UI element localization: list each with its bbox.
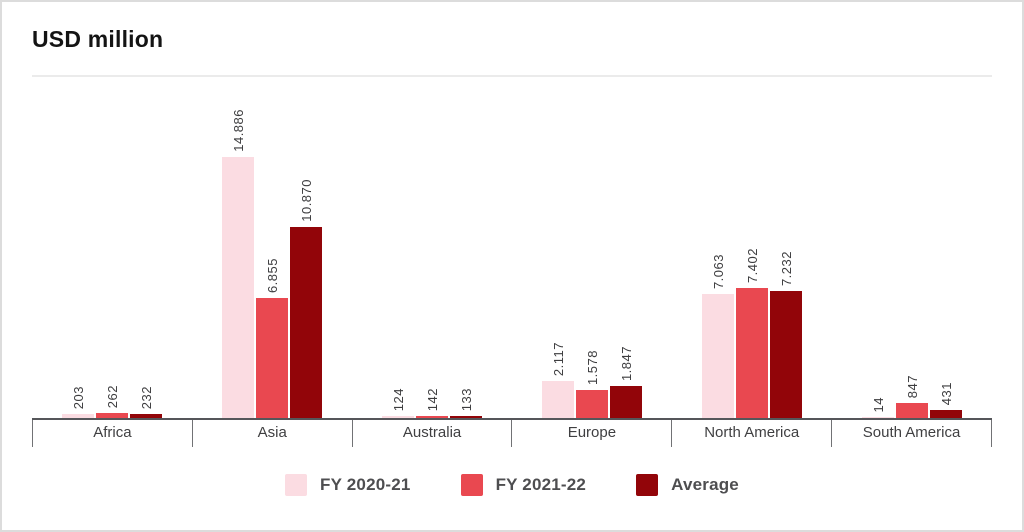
- legend-swatch: [636, 474, 659, 496]
- category-group: 124 142 133: [352, 77, 512, 418]
- legend: FY 2020-21 FY 2021-22 Average: [2, 474, 1022, 496]
- bar: [896, 403, 928, 418]
- bar: [290, 227, 322, 418]
- legend-item: FY 2021-22: [460, 474, 587, 496]
- value-label: 847: [904, 374, 920, 398]
- bar-group: 7.232: [770, 251, 802, 418]
- legend-label: FY 2020-21: [320, 475, 411, 494]
- bar: [702, 294, 734, 418]
- bar-group: 7.063: [702, 254, 734, 418]
- bar: [542, 381, 574, 418]
- value-label: 14.886: [230, 109, 246, 152]
- bar-group: 7.402: [736, 248, 768, 418]
- bar-group: 203: [62, 386, 94, 418]
- bar-group: 1.847: [610, 346, 642, 418]
- value-label: 7.063: [710, 253, 726, 289]
- legend-item: Average: [636, 474, 739, 496]
- value-label: 10.870: [298, 179, 314, 222]
- value-label: 7.232: [778, 250, 794, 286]
- bar-group: 142: [416, 388, 448, 418]
- category-group: 7.063 7.402 7.232: [672, 77, 832, 418]
- category-label: Australia: [351, 420, 512, 447]
- bar-group: 1.578: [576, 350, 608, 418]
- legend-label: FY 2021-22: [495, 475, 587, 494]
- value-label: 133: [458, 387, 474, 411]
- bar-group: 14.886: [222, 109, 254, 418]
- category-group: 14.886 6.855 10.870: [192, 77, 352, 418]
- bar-chart: 203 262 232 14.886 6.855 10.870 124 142 133 2.117…: [32, 77, 992, 447]
- legend-item: FY 2020-21: [285, 474, 411, 496]
- bar-group: 847: [896, 375, 928, 418]
- bar: [450, 416, 482, 418]
- bar: [382, 416, 414, 418]
- value-label: 232: [138, 385, 154, 409]
- value-label: 7.402: [744, 247, 760, 283]
- category-label: South America: [831, 420, 992, 447]
- value-label: 203: [70, 385, 86, 409]
- bar-group: 431: [930, 382, 962, 418]
- category-group: 2.117 1.578 1.847: [512, 77, 672, 418]
- legend-label: Average: [671, 475, 739, 494]
- legend-swatch: [285, 474, 308, 496]
- bar: [256, 298, 288, 418]
- category-axis: Africa Asia Australia Europe North America So…: [32, 418, 992, 447]
- bar: [736, 288, 768, 418]
- category-label: Africa: [32, 420, 192, 447]
- bar-group: 10.870: [290, 179, 322, 418]
- value-label: 1.578: [584, 349, 600, 385]
- bar-group: 124: [382, 388, 414, 418]
- bar-group: 6.855: [256, 258, 288, 418]
- category-label: North America: [671, 420, 831, 447]
- category-label: Europe: [511, 420, 671, 447]
- value-label: 6.855: [264, 257, 280, 293]
- bar: [62, 414, 94, 418]
- value-label: 14: [870, 396, 886, 412]
- bar-group: 232: [130, 386, 162, 418]
- bar: [610, 386, 642, 418]
- value-label: 142: [424, 387, 440, 411]
- bar-group: 2.117: [542, 342, 574, 418]
- category-group: 14 847 431: [832, 77, 992, 418]
- title-divider: [32, 75, 992, 77]
- value-label: 431: [938, 381, 954, 405]
- value-label: 262: [104, 384, 120, 408]
- plot-area: 203 262 232 14.886 6.855 10.870 124 142 133 2.117…: [32, 77, 992, 418]
- legend-swatch: [460, 474, 483, 496]
- category-label: Asia: [191, 420, 352, 447]
- bar: [416, 416, 448, 418]
- bar: [930, 410, 962, 418]
- chart-title: USD million: [32, 26, 164, 52]
- category-group: 203 262 232: [32, 77, 192, 418]
- bar: [222, 157, 254, 418]
- value-label: 124: [390, 387, 406, 411]
- bar-group: 133: [450, 388, 482, 418]
- bar-group: 262: [96, 385, 128, 418]
- value-label: 1.847: [618, 345, 634, 381]
- value-label: 2.117: [550, 341, 566, 376]
- bar: [96, 413, 128, 418]
- bar: [576, 390, 608, 418]
- bar: [130, 414, 162, 418]
- bar-group: 14: [862, 397, 894, 418]
- bar: [862, 417, 894, 418]
- bar: [770, 291, 802, 418]
